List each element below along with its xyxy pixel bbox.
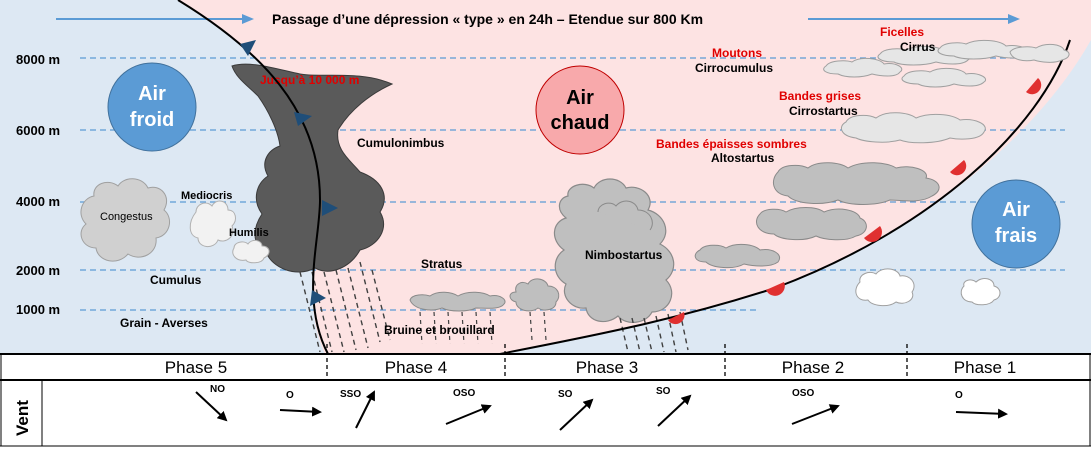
wind-arrow-oso-1: OSO	[445, 388, 492, 425]
cumulonimbus-cloud	[231, 63, 394, 273]
drizzle	[419, 311, 547, 345]
wind-dir-o-1: O	[286, 390, 294, 401]
bandes-grises-label: Bandes grises	[779, 89, 861, 103]
cumulonimbus-rain	[299, 261, 391, 353]
altitude-label-2000: 2000 m	[16, 263, 60, 278]
cool-air-label-line2: frais	[995, 225, 1037, 247]
humilis-label: Humilis	[229, 227, 269, 239]
wind-arrow-sso: SSO	[340, 389, 375, 429]
wind-arrow-o-1: O	[279, 390, 322, 417]
title-arrow-right	[808, 14, 1020, 24]
phases-bar	[0, 344, 1091, 447]
wind-dir-sso: SSO	[340, 389, 361, 400]
cumulonimbus-label: Cumulonimbus	[357, 136, 445, 150]
nimbostratus-label: Nimbostartus	[585, 248, 663, 262]
diagram-title: Passage d’une dépression « type » en 24h…	[272, 11, 703, 27]
cirrocumulus-label: Cirrocumulus	[695, 61, 773, 75]
cirrostratus-cloud	[840, 112, 986, 144]
cirrocumulus-cloud	[823, 57, 986, 88]
phase-1-label: Phase 1	[954, 358, 1016, 377]
fair-weather-cumulus-large	[855, 268, 915, 307]
cold-front-triangles	[240, 40, 338, 306]
wind-arrow-oso-2: OSO	[791, 388, 840, 425]
small-stratus-cloud	[509, 278, 560, 312]
cold-air-bubble: Air froid	[107, 62, 197, 152]
mediocris-cloud	[189, 200, 236, 247]
wind-arrow-o-2: O	[955, 390, 1008, 419]
fair-weather-cumulus-small	[960, 278, 1001, 306]
wind-arrow-so-2: SO	[656, 386, 692, 427]
cool-air-label-line1: Air	[1002, 199, 1030, 221]
warm-air-bubble: Air chaud	[535, 65, 625, 155]
altostratus-cloud	[694, 162, 940, 269]
stratus-label: Stratus	[421, 257, 463, 271]
bruine-label: Bruine et brouillard	[384, 323, 495, 337]
cool-air-bubble: Air frais	[971, 179, 1061, 269]
warm-front-line	[499, 39, 1071, 355]
phase-4-label: Phase 4	[385, 358, 447, 377]
ficelles-label: Ficelles	[880, 25, 924, 39]
cirrus-cloud	[877, 39, 1070, 66]
congestus-cloud	[80, 178, 171, 262]
wind-dir-so-2: SO	[656, 386, 671, 397]
cumulus-label: Cumulus	[150, 273, 202, 287]
wind-arrow-so-1: SO	[558, 389, 594, 431]
wind-dir-so-1: SO	[558, 389, 573, 400]
humilis-cloud	[232, 239, 270, 264]
warm-front-semicircles	[668, 78, 1042, 325]
altitude-label-1000: 1000 m	[16, 302, 60, 317]
mediocris-label: Mediocris	[181, 190, 232, 202]
warm-air-label-line2: chaud	[551, 112, 610, 134]
nimbostratus-inner-cloud	[597, 200, 653, 231]
title-arrow-left	[56, 14, 254, 24]
congestus-label: Congestus	[100, 211, 153, 223]
altostratus-label: Altostartus	[711, 151, 775, 165]
vent-label: Vent	[13, 400, 32, 436]
cold-air-label-line2: froid	[130, 109, 174, 131]
wind-dir-oso-1: OSO	[453, 388, 475, 399]
altitude-label-6000: 6000 m	[16, 123, 60, 138]
altitude-label-4000: 4000 m	[16, 194, 60, 209]
cumulonimbus-top-note: Jusqu’à 10 000 m	[260, 73, 359, 87]
cold-air-label-line1: Air	[138, 83, 166, 105]
wind-dir-o-2: O	[955, 390, 963, 401]
stratus-cloud	[409, 291, 506, 312]
warm-air-label-line1: Air	[566, 87, 594, 109]
cirrostratus-label: Cirrostartus	[789, 104, 858, 118]
cirrus-label: Cirrus	[900, 40, 936, 54]
wind-dir-no: NO	[210, 384, 225, 395]
wind-arrow-no: NO	[195, 384, 228, 422]
bandes-epaisses-label: Bandes épaisses sombres	[656, 137, 807, 151]
phase-5-label: Phase 5	[165, 358, 227, 377]
wind-dir-oso-2: OSO	[792, 388, 814, 399]
warm-air-sector	[178, 0, 1091, 354]
nimbostratus-rain	[619, 311, 689, 353]
phase-3-label: Phase 3	[576, 358, 638, 377]
moutons-label: Moutons	[712, 46, 762, 60]
grain-averses-label: Grain - Averses	[120, 316, 208, 330]
altitude-label-8000: 8000 m	[16, 52, 60, 67]
phase-2-label: Phase 2	[782, 358, 844, 377]
